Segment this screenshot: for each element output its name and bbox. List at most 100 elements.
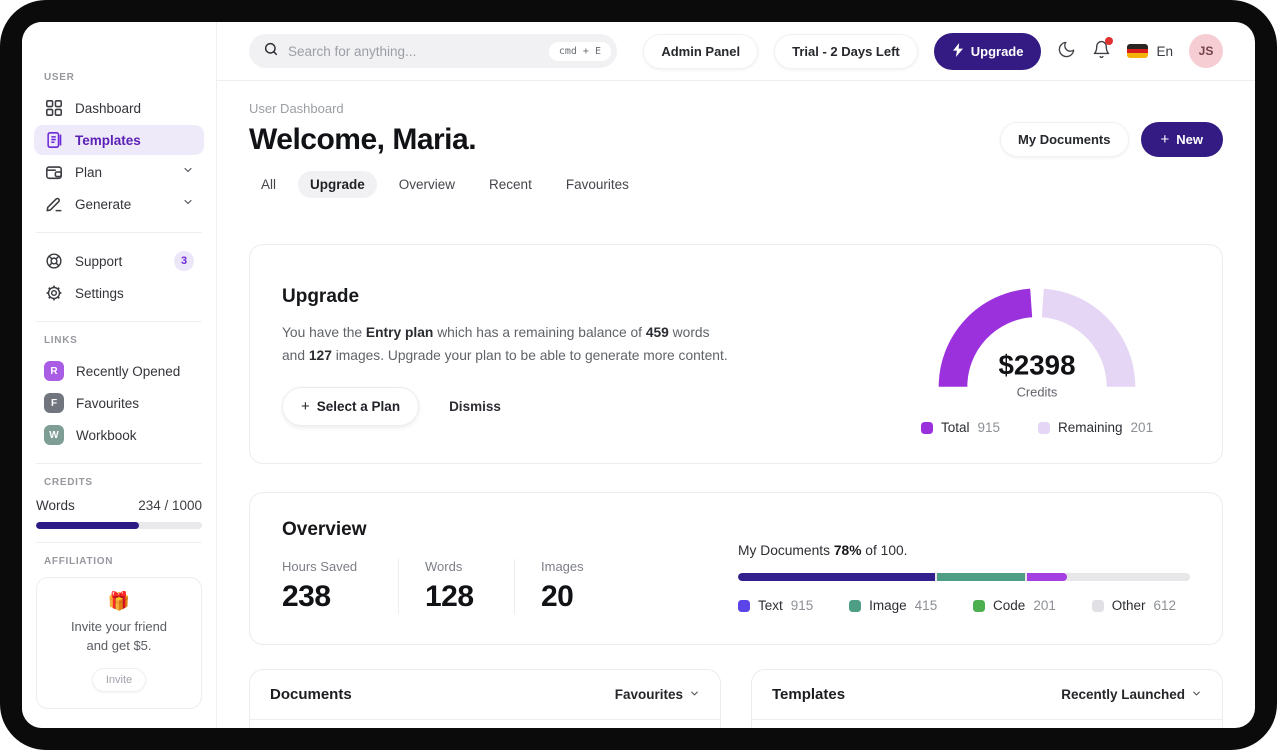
sidebar-divider: [36, 232, 202, 233]
legend-swatch: [738, 599, 750, 612]
sidebar-item-label: Support: [75, 253, 123, 269]
sidebar-link-label: Favourites: [76, 395, 140, 411]
select-plan-button[interactable]: + Select a Plan: [282, 386, 420, 426]
legend-item-total: Total 915: [920, 420, 1000, 435]
keyboard-shortcut-badge: cmd + E: [548, 41, 611, 61]
search-bar[interactable]: cmd + E: [249, 34, 617, 68]
credits-label: Words: [36, 498, 75, 513]
documents-stacked-bar: [738, 573, 1190, 581]
template-list-item[interactable]: Blog Post Title in Workbook: [752, 720, 1222, 728]
language-switcher[interactable]: [1127, 44, 1149, 58]
sidebar-item-generate[interactable]: Generate: [34, 189, 204, 219]
templates-card-title: Templates: [772, 686, 846, 703]
bar-segment-text: [738, 573, 935, 581]
app-window: USER Dashboard Templates: [22, 22, 1255, 728]
half-donut-gauge: $2398 Credits: [938, 288, 1136, 399]
gauge-legend: Total 915 Remaining 201: [920, 420, 1153, 435]
sidebar-link-recently-opened[interactable]: R Recently Opened: [34, 356, 204, 386]
tab-upgrade[interactable]: Upgrade: [298, 171, 377, 198]
dark-mode-toggle[interactable]: [1057, 40, 1076, 62]
search-input[interactable]: [288, 43, 549, 59]
sidebar-link-label: Recently Opened: [76, 363, 181, 379]
sidebar-item-dashboard[interactable]: Dashboard: [34, 93, 204, 123]
pencil-icon: [44, 195, 63, 214]
admin-panel-button[interactable]: Admin Panel: [643, 33, 759, 69]
sidebar-item-support[interactable]: Support 3: [34, 246, 204, 276]
my-documents-button[interactable]: My Documents: [1000, 122, 1129, 157]
overview-card-title: Overview: [282, 519, 367, 540]
section-label-credits: CREDITS: [44, 477, 93, 488]
tab-favourites[interactable]: Favourites: [565, 177, 629, 192]
topbar-actions: Admin Panel Trial - 2 Days Left Upgrade: [643, 32, 1223, 70]
document-list-item[interactable]: Untitled Document in Workbook: [250, 720, 720, 728]
documents-card-title: Documents: [270, 686, 352, 703]
legend-swatch: [920, 421, 933, 434]
sidebar-link-label: Workbook: [76, 427, 137, 443]
documents-filter-dropdown[interactable]: Favourites: [615, 687, 700, 702]
overview-stats: Hours Saved 238 Words 128 Images 20: [282, 559, 630, 614]
templates-document-icon: [44, 131, 63, 150]
templates-filter-dropdown[interactable]: Recently Launched: [1061, 687, 1202, 702]
upgrade-card: Upgrade You have the Entry plan which ha…: [249, 244, 1223, 464]
upgrade-card-body: You have the Entry plan which has a rema…: [282, 325, 728, 363]
sidebar-link-favourites[interactable]: F Favourites: [34, 388, 204, 418]
plus-icon: +: [301, 397, 310, 415]
gauge-center-value: $2398: [999, 349, 1076, 380]
sidebar-link-workbook[interactable]: W Workbook: [34, 420, 204, 450]
filter-tabs: All Upgrade Overview Recent Favourites: [249, 171, 1223, 198]
page-title: Welcome, Maria.: [249, 122, 477, 156]
documents-bar-legend: Text 915 Image 415 Code 201: [738, 598, 1190, 613]
trial-status-button[interactable]: Trial - 2 Days Left: [774, 33, 918, 69]
documents-progress-block: My Documents 78% of 100. Text 915: [738, 519, 1190, 614]
support-count-badge: 3: [174, 251, 194, 271]
language-label[interactable]: En: [1156, 43, 1173, 59]
upgrade-card-title: Upgrade: [282, 286, 360, 308]
sidebar-item-templates[interactable]: Templates: [34, 125, 204, 155]
dismiss-button[interactable]: Dismiss: [449, 398, 501, 414]
sidebar-item-label: Settings: [75, 285, 124, 301]
stat-images: Images 20: [514, 559, 630, 614]
words-progress-fill: [36, 522, 139, 529]
gauge-center-label: Credits: [1017, 384, 1058, 399]
gauge-segment-remaining: [1041, 288, 1136, 388]
legend-swatch: [1091, 599, 1104, 612]
user-avatar[interactable]: JS: [1189, 34, 1223, 68]
topbar: cmd + E Admin Panel Trial - 2 Days Left …: [217, 22, 1255, 81]
section-label-affiliation: AFFILIATION: [44, 556, 114, 567]
legend-swatch: [973, 599, 986, 612]
gauge-segment-total: [938, 288, 1033, 388]
sidebar-item-label: Templates: [75, 132, 141, 148]
tab-recent[interactable]: Recent: [489, 177, 532, 192]
notification-dot: [1105, 37, 1114, 45]
page-content: User Dashboard Welcome, Maria. My Docume…: [217, 81, 1255, 728]
sidebar-item-plan[interactable]: Plan: [34, 157, 204, 187]
upgrade-button[interactable]: Upgrade: [933, 32, 1042, 70]
sidebar-divider: [36, 321, 202, 322]
sidebar-item-label: Plan: [75, 164, 103, 180]
new-button[interactable]: + New: [1140, 122, 1223, 157]
plus-icon: +: [1160, 131, 1170, 148]
link-initial-badge: W: [44, 425, 64, 445]
gear-icon: [44, 284, 63, 303]
sidebar-item-label: Generate: [75, 196, 132, 212]
legend-item-text: Text 915: [738, 598, 813, 613]
affiliation-text: Invite your friend and get $5.: [70, 619, 168, 653]
tab-all[interactable]: All: [261, 177, 277, 192]
sidebar-item-settings[interactable]: Settings: [34, 278, 204, 308]
lightning-bolt-icon: [952, 42, 964, 60]
credits-value: 234 / 1000: [138, 498, 202, 513]
invite-button[interactable]: Invite: [91, 667, 147, 692]
notifications-button[interactable]: [1092, 37, 1114, 62]
legend-item-image: Image 415: [849, 598, 937, 613]
overview-card: Overview Hours Saved 238 Words 128 Image…: [249, 492, 1223, 645]
words-progress-bar: [36, 522, 202, 529]
link-initial-badge: F: [44, 393, 64, 413]
sidebar-divider: [36, 542, 202, 543]
tab-overview[interactable]: Overview: [398, 177, 456, 192]
stat-words: Words 128: [398, 559, 514, 614]
section-label-links: LINKS: [44, 335, 78, 346]
section-label-user: USER: [44, 72, 75, 83]
chevron-down-icon: [182, 163, 194, 181]
legend-item-code: Code 201: [973, 598, 1056, 613]
affiliation-card: 🎁 Invite your friend and get $5. Invite: [36, 577, 202, 709]
